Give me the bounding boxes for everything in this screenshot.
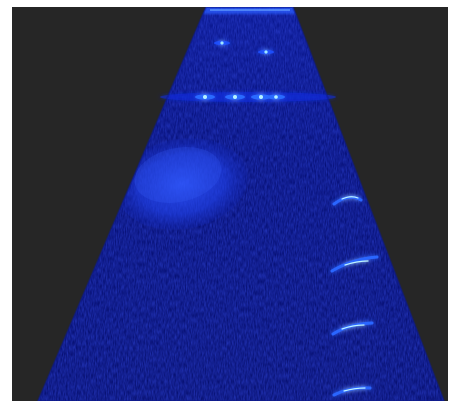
pin-target [267,94,285,100]
lateral-targets [330,195,379,397]
pin-target [195,94,215,100]
lateral-target [332,386,372,397]
pin-target [214,40,230,46]
lateral-target [332,195,363,206]
inclusion-ellipse [116,138,248,230]
pin-target [225,94,245,100]
pin-target [251,94,271,100]
pin-targets-row-1 [214,40,274,55]
ultrasound-viewport [12,7,448,401]
ultrasound-image [36,7,446,401]
pin-targets-row-2 [160,92,336,102]
transducer-band [202,7,297,14]
lateral-target [330,255,379,273]
lateral-target [331,321,374,336]
pin-target [258,49,274,55]
